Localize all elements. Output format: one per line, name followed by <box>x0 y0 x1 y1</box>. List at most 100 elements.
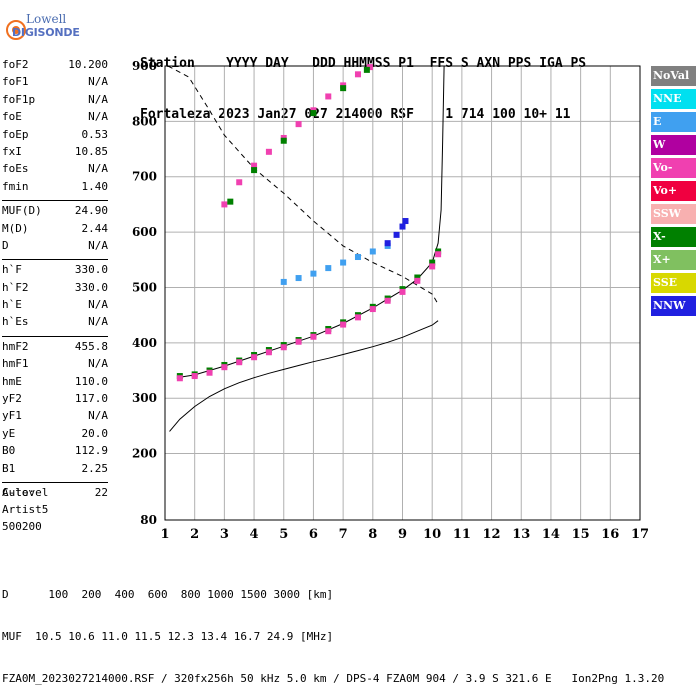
echo-point <box>414 277 421 284</box>
param-row: h`F2 330.0 <box>2 281 108 298</box>
param-row: yE 20.0 <box>2 427 108 444</box>
param-key: foEs <box>2 162 29 176</box>
legend-item: NoVal <box>651 66 696 86</box>
param-value: 2.25 <box>81 461 109 475</box>
param-key: B1 <box>2 461 16 475</box>
param-value: 2.44 <box>81 221 109 235</box>
param-row: B1 2.25 <box>2 462 108 479</box>
x-tick-label: 17 <box>631 527 649 542</box>
footer-muf: MUF 10.5 10.6 11.0 11.5 12.3 13.4 16.7 2… <box>2 630 334 643</box>
echo-point <box>399 288 406 295</box>
param-value: N/A <box>88 92 108 106</box>
y-tick-label: 900 <box>132 59 157 73</box>
legend-item: NNW <box>651 296 696 316</box>
param-value: 24.90 <box>74 204 108 218</box>
param-value: 0.53 <box>81 127 109 141</box>
param-key: foE <box>2 110 22 124</box>
echo-point <box>280 137 287 144</box>
echo-point <box>236 179 243 186</box>
param-key: B0 <box>2 444 16 458</box>
param-row: yF1 N/A <box>2 409 108 426</box>
param-key: foF1 <box>2 75 29 89</box>
echo-point <box>280 344 287 351</box>
station-header: Station YYYY DAY DDD HHMMSS P1 FFS S AXN… <box>140 21 586 140</box>
param-value: 10.200 <box>68 58 108 71</box>
param-value: 455.8 <box>74 339 108 353</box>
echo-point <box>369 248 376 255</box>
legend-item: W <box>651 135 696 155</box>
echo-point <box>429 259 436 266</box>
echo-point <box>265 349 272 356</box>
profile-line <box>169 320 439 432</box>
y-tick-label: 600 <box>132 225 157 239</box>
param-row: M(D) 2.44 <box>2 222 108 239</box>
param-row: yF2 117.0 <box>2 392 108 409</box>
x-tick-label: 14 <box>542 527 560 542</box>
param-row: C-level 22 <box>2 486 108 503</box>
param-separator <box>2 259 108 261</box>
param-row: hmF1 N/A <box>2 357 108 374</box>
param-value: 330.0 <box>74 280 108 294</box>
x-tick-label: 2 <box>190 527 199 542</box>
param-row: D N/A <box>2 239 108 256</box>
x-tick-label: 4 <box>250 527 259 542</box>
echo-point <box>176 375 183 382</box>
echo-point <box>310 110 317 117</box>
echo-point <box>251 162 258 169</box>
param-separator <box>2 335 108 337</box>
echo-point <box>402 218 409 225</box>
footer-info: D 100 200 400 600 800 1000 1500 3000 [km… <box>2 560 664 700</box>
param-value: N/A <box>88 315 108 329</box>
header-labels: Station YYYY DAY DDD HHMMSS P1 FFS S AXN… <box>140 56 587 71</box>
x-tick-label: 8 <box>368 527 377 542</box>
echo-point <box>393 231 400 238</box>
echo-point <box>295 121 302 128</box>
param-value: 117.0 <box>74 392 108 406</box>
param-value: N/A <box>88 357 108 371</box>
param-key: yF1 <box>2 409 22 423</box>
param-row: fxI 10.85 <box>2 145 108 162</box>
echo-point <box>206 369 213 376</box>
param-value: N/A <box>88 110 108 124</box>
x-tick-label: 5 <box>279 527 288 542</box>
param-key: h`E <box>2 298 22 312</box>
legend-item: SSW <box>651 204 696 224</box>
echo-point <box>435 251 442 258</box>
param-key: h`F2 <box>2 280 29 294</box>
model-line <box>167 65 439 305</box>
param-row: foEp 0.53 <box>2 128 108 145</box>
echo-point <box>399 223 406 230</box>
param-value: N/A <box>88 75 108 89</box>
x-tick-label: 9 <box>398 527 407 542</box>
digisonde-logo: Lowell DIGISONDE <box>2 4 80 48</box>
x-tick-label: 15 <box>572 527 590 542</box>
y-tick-label: 800 <box>132 114 157 128</box>
ionogram-chart: 1 2 3 4 5 6 7 8 9 10 11 12 13 14 15 16 17802003004005006… <box>132 59 649 542</box>
echo-point <box>325 93 332 100</box>
legend-item: X+ <box>651 250 696 270</box>
echo-point <box>221 364 228 371</box>
logo-text-lowell: Lowell <box>26 12 67 26</box>
param-key: yF2 <box>2 392 22 406</box>
param-value: 22 <box>94 485 108 499</box>
param-row: h`F 330.0 <box>2 263 108 280</box>
param-value: 110.0 <box>74 374 108 388</box>
param-row: fmin 1.40 <box>2 180 108 197</box>
y-tick-label: 500 <box>132 280 157 294</box>
polarization-legend: NoVal NNE E W Vo- Vo+ SSW X- X+ SSE NNW <box>651 66 696 319</box>
param-key: yE <box>2 426 16 440</box>
x-tick-label: 11 <box>453 527 471 542</box>
param-key: MUF(D) <box>2 204 42 218</box>
y-tick-label: 300 <box>132 391 157 405</box>
param-key: h`F <box>2 263 22 277</box>
param-value: 10.85 <box>74 144 108 158</box>
legend-item: NNE <box>651 89 696 109</box>
param-value: 112.9 <box>74 444 108 458</box>
echo-point <box>236 359 243 366</box>
param-row: foF1p N/A <box>2 93 108 110</box>
param-value: N/A <box>88 162 108 176</box>
autoscaling-info: Auto: Artist5 500200 <box>2 484 48 535</box>
legend-item: Vo- <box>651 158 696 178</box>
x-tick-label: 13 <box>512 527 530 542</box>
x-tick-label: 1 <box>160 527 169 542</box>
